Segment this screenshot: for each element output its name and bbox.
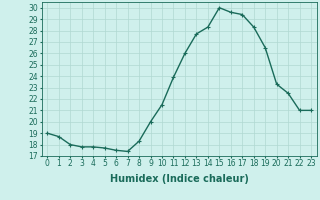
X-axis label: Humidex (Indice chaleur): Humidex (Indice chaleur) [110,174,249,184]
